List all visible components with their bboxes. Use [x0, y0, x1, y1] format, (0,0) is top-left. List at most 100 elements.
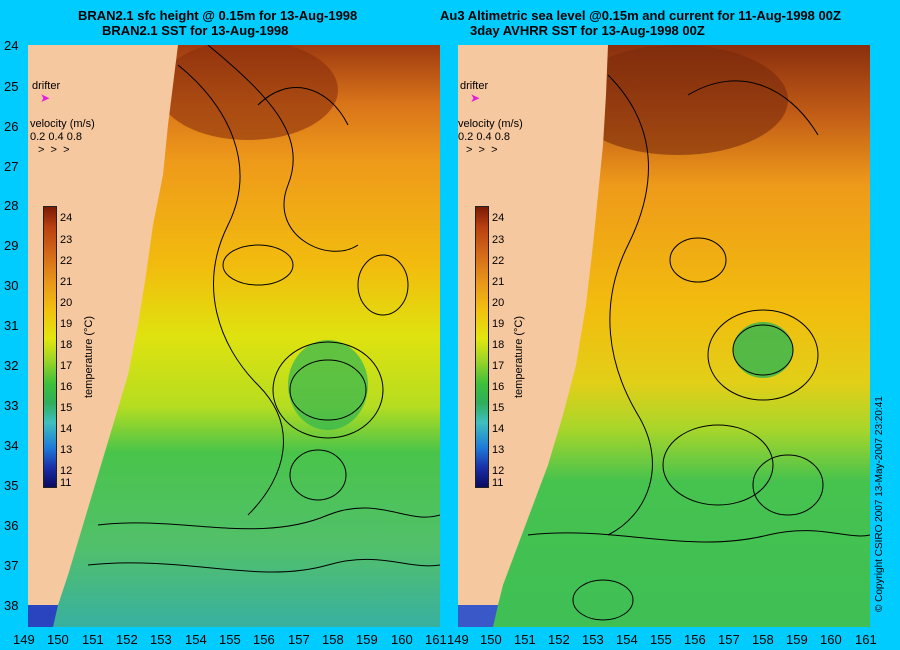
left-map-panel — [28, 45, 440, 627]
lat-label: 37 — [4, 558, 19, 573]
cb-tick: 17 — [492, 360, 505, 372]
right-map-svg — [458, 45, 870, 627]
lon-label: 154 — [616, 632, 638, 647]
lon-label: 159 — [786, 632, 808, 647]
cold-eddy — [288, 340, 368, 430]
lon-label: 149 — [447, 632, 469, 647]
right-drifter-label: drifter — [460, 80, 489, 92]
warm-eddy — [158, 45, 338, 140]
height-contours — [87, 45, 440, 573]
cb-tick: 24 — [492, 212, 505, 224]
lat-label: 29 — [4, 238, 19, 253]
lat-label: 38 — [4, 598, 19, 613]
cb-tick: 24 — [60, 212, 73, 224]
lon-label: 155 — [650, 632, 672, 647]
left-drifter-marker: ➤ — [40, 91, 51, 105]
lon-label: 157 — [718, 632, 740, 647]
warm-eddy — [568, 45, 788, 155]
lon-label: 153 — [582, 632, 604, 647]
lat-label: 35 — [4, 478, 19, 493]
cb-tick: 19 — [60, 318, 73, 330]
lon-label: 154 — [185, 632, 207, 647]
lat-label: 30 — [4, 278, 19, 293]
right-title-line1: Au3 Altimetric sea level @0.15m and curr… — [440, 8, 841, 23]
lat-label: 27 — [4, 159, 19, 174]
right-drifter-marker: ➤ — [470, 91, 481, 105]
lon-label: 160 — [391, 632, 413, 647]
right-colorbar-title: temperature (°C) — [513, 315, 525, 398]
left-title-line2: BRAN2.1 SST for 13-Aug-1998 — [102, 23, 289, 38]
lon-label: 150 — [47, 632, 69, 647]
lon-label: 149 — [13, 632, 35, 647]
cb-tick: 14 — [60, 423, 73, 435]
cb-tick: 13 — [492, 444, 505, 456]
cb-tick: 16 — [60, 381, 73, 393]
lon-label: 157 — [288, 632, 310, 647]
right-velocity-title: velocity (m/s) — [458, 118, 523, 130]
right-colorbar — [475, 206, 489, 488]
left-colorbar — [43, 206, 57, 488]
lon-label: 159 — [356, 632, 378, 647]
lat-label: 25 — [4, 79, 19, 94]
lon-label: 152 — [548, 632, 570, 647]
right-map-panel — [458, 45, 870, 627]
right-velocity-values: 0.2 0.4 0.8 — [458, 131, 510, 143]
cb-tick: 15 — [492, 402, 505, 414]
cb-tick: 22 — [60, 255, 73, 267]
cb-tick: 18 — [492, 339, 505, 351]
right-title-line2: 3day AVHRR SST for 13-Aug-1998 00Z — [470, 23, 705, 38]
left-map-svg — [28, 45, 440, 627]
cb-tick: 11 — [492, 477, 504, 489]
lon-label: 155 — [219, 632, 241, 647]
lat-label: 32 — [4, 358, 19, 373]
sea-level-contours — [527, 74, 870, 621]
cb-tick: 23 — [60, 234, 73, 246]
lon-label: 161 — [425, 632, 447, 647]
copyright-notice: © Copyright CSIRO 2007 13-May-2007 23:20… — [874, 396, 885, 612]
lon-label: 158 — [322, 632, 344, 647]
lon-label: 152 — [116, 632, 138, 647]
left-drifter-label: drifter — [32, 80, 61, 92]
left-velocity-title: velocity (m/s) — [30, 118, 95, 130]
lon-label: 158 — [752, 632, 774, 647]
cb-tick: 13 — [60, 444, 73, 456]
coastal-cold-water — [458, 605, 498, 627]
cb-tick: 20 — [492, 297, 505, 309]
cb-tick: 12 — [492, 465, 505, 477]
cb-tick: 21 — [492, 276, 505, 288]
lon-label: 151 — [82, 632, 104, 647]
cb-tick: 17 — [60, 360, 73, 372]
lon-label: 156 — [253, 632, 275, 647]
left-title-line1: BRAN2.1 sfc height @ 0.15m for 13-Aug-19… — [78, 8, 358, 23]
left-velocity-arrows: > > > — [38, 144, 70, 156]
australia-land — [28, 45, 178, 605]
lat-label: 26 — [4, 119, 19, 134]
lat-label: 31 — [4, 318, 19, 333]
australia-land — [458, 45, 608, 605]
lat-label: 24 — [4, 38, 19, 53]
cb-tick: 19 — [492, 318, 505, 330]
cb-tick: 22 — [492, 255, 505, 267]
left-colorbar-title: temperature (°C) — [83, 315, 95, 398]
right-velocity-arrows: > > > — [466, 144, 498, 156]
lon-label: 150 — [480, 632, 502, 647]
cb-tick: 18 — [60, 339, 73, 351]
cb-tick: 20 — [60, 297, 73, 309]
cb-tick: 16 — [492, 381, 505, 393]
cb-tick: 12 — [60, 465, 73, 477]
cb-tick: 15 — [60, 402, 73, 414]
cb-tick: 14 — [492, 423, 505, 435]
lat-label: 36 — [4, 518, 19, 533]
lon-label: 153 — [150, 632, 172, 647]
lon-label: 160 — [820, 632, 842, 647]
lon-label: 151 — [514, 632, 536, 647]
coastal-cold-water — [28, 605, 58, 627]
lon-label: 161 — [855, 632, 877, 647]
lat-label: 34 — [4, 438, 19, 453]
cb-tick: 21 — [60, 276, 73, 288]
cb-tick: 23 — [492, 234, 505, 246]
lat-label: 33 — [4, 398, 19, 413]
left-velocity-values: 0.2 0.4 0.8 — [30, 131, 82, 143]
lat-label: 28 — [4, 198, 19, 213]
cb-tick: 11 — [60, 477, 72, 489]
